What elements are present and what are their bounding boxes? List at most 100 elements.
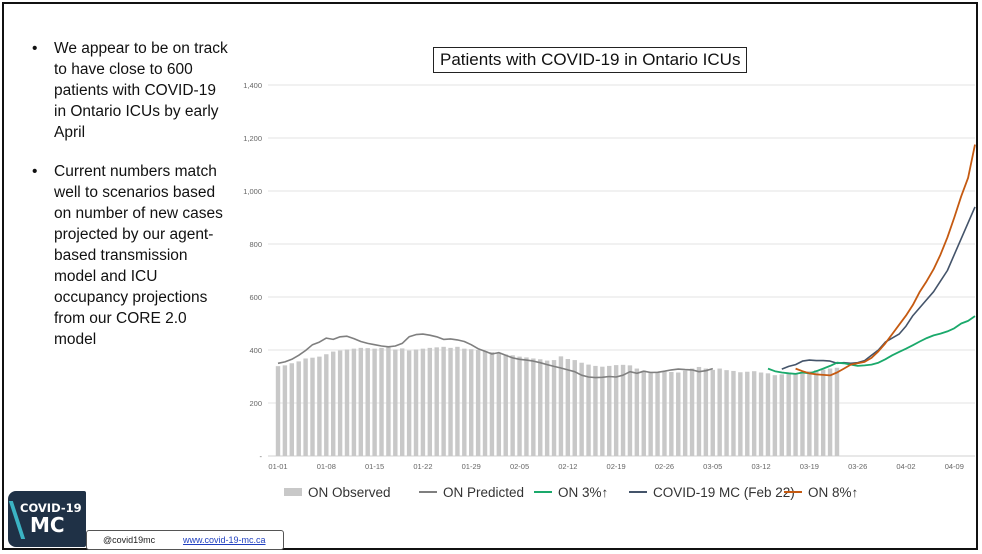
observed-bar: [393, 349, 398, 456]
observed-bar: [503, 354, 508, 456]
observed-bar: [489, 352, 495, 456]
footer-box: @covid19mc www.covid-19-mc.ca: [86, 530, 284, 550]
y-tick-label: 200: [249, 399, 262, 408]
x-tick-label: 02-19: [607, 462, 626, 471]
website-link[interactable]: www.covid-19-mc.ca: [183, 535, 266, 545]
x-tick-label: 04-02: [896, 462, 915, 471]
observed-bar: [676, 372, 681, 456]
observed-bar: [337, 350, 343, 456]
covid19mc-logo: COVID-19 MC: [8, 491, 86, 547]
twitter-handle: @covid19mc: [103, 535, 156, 545]
on3-line: [767, 315, 976, 375]
observed-bar: [593, 365, 598, 456]
observed-bar: [482, 351, 488, 456]
observed-bar: [358, 347, 364, 456]
observed-bar: [330, 351, 336, 456]
observed-bar: [420, 348, 426, 456]
observed-bar: [586, 364, 591, 456]
observed-bar: [427, 347, 433, 456]
legend-label: ON 3%↑: [558, 485, 608, 500]
observed-bar: [800, 372, 805, 456]
bullet-item: We appear to be on track to have close t…: [28, 38, 228, 143]
x-tick-label: 02-26: [655, 462, 674, 471]
observed-bar: [296, 361, 301, 456]
x-tick-label: 01-22: [413, 462, 432, 471]
on8-line: [795, 144, 976, 377]
observed-bar: [662, 371, 667, 456]
x-tick-label: 03-19: [800, 462, 819, 471]
x-tick-label: 02-05: [510, 462, 529, 471]
observed-bar: [531, 358, 536, 456]
observed-bar: [365, 348, 370, 456]
observed-bar: [303, 358, 308, 456]
observed-bar: [634, 368, 640, 456]
observed-bar: [724, 370, 729, 456]
observed-bar: [814, 370, 819, 456]
y-tick-label: 800: [249, 240, 262, 249]
observed-bar: [696, 366, 702, 456]
x-tick-label: 03-26: [848, 462, 867, 471]
predicted-line: [277, 333, 714, 379]
x-tick-label: 04-09: [945, 462, 964, 471]
observed-bar: [565, 359, 571, 456]
observed-bar: [765, 373, 771, 456]
observed-bar: [779, 374, 784, 456]
observed-bar: [558, 356, 564, 456]
x-tick-label: 01-15: [365, 462, 384, 471]
observed-bar: [406, 350, 412, 456]
legend-swatch: [284, 488, 302, 496]
bullet-item: Current numbers match well to scenarios …: [28, 161, 228, 350]
observed-bar: [538, 359, 543, 456]
observed-bar: [620, 364, 626, 456]
observed-bar: [434, 347, 439, 456]
observed-bar: [834, 367, 840, 456]
observed-bar: [551, 360, 557, 456]
observed-bar: [703, 368, 709, 456]
observed-bar: [400, 348, 405, 456]
observed-bar: [607, 365, 612, 456]
legend-label: ON Observed: [308, 485, 391, 500]
observed-bar: [613, 365, 619, 456]
observed-bar: [310, 357, 315, 456]
legend-label: COVID-19 MC (Feb 22): [653, 485, 795, 500]
observed-bar: [579, 362, 584, 456]
observed-bar: [793, 373, 798, 456]
logo-line1: COVID-19: [20, 501, 82, 515]
observed-bar: [317, 356, 322, 456]
observed-bar: [386, 347, 391, 456]
y-tick-label: -: [260, 452, 263, 461]
y-tick-label: 600: [249, 293, 262, 302]
observed-bar: [710, 369, 715, 456]
y-tick-label: 1,000: [243, 187, 262, 196]
observed-bar: [517, 356, 522, 456]
observed-bar: [475, 350, 481, 456]
observed-bar: [758, 372, 764, 456]
observed-bar: [627, 365, 633, 456]
observed-bar: [372, 348, 377, 456]
observed-bar: [820, 369, 826, 456]
observed-bar: [682, 370, 688, 456]
observed-bar: [275, 366, 281, 456]
x-tick-label: 01-29: [462, 462, 481, 471]
x-tick-label: 01-08: [317, 462, 336, 471]
observed-bar: [572, 360, 577, 456]
bullet-list: We appear to be on track to have close t…: [28, 38, 228, 368]
observed-bar: [455, 346, 460, 456]
observed-bar: [324, 354, 329, 456]
observed-bar: [496, 353, 502, 456]
observed-bar: [282, 365, 288, 456]
observed-bar: [289, 363, 295, 456]
observed-bar: [807, 371, 812, 456]
x-tick-label: 02-12: [558, 462, 577, 471]
observed-bar: [344, 349, 350, 456]
y-tick-label: 1,400: [243, 81, 262, 90]
observed-bar: [751, 371, 757, 456]
observed-bar: [731, 370, 736, 456]
logo-line2: MC: [30, 513, 65, 537]
observed-bar: [600, 366, 605, 456]
observed-bar: [544, 360, 550, 456]
observed-bar: [641, 370, 646, 456]
observed-bar: [510, 355, 515, 456]
observed-bar: [379, 347, 384, 456]
